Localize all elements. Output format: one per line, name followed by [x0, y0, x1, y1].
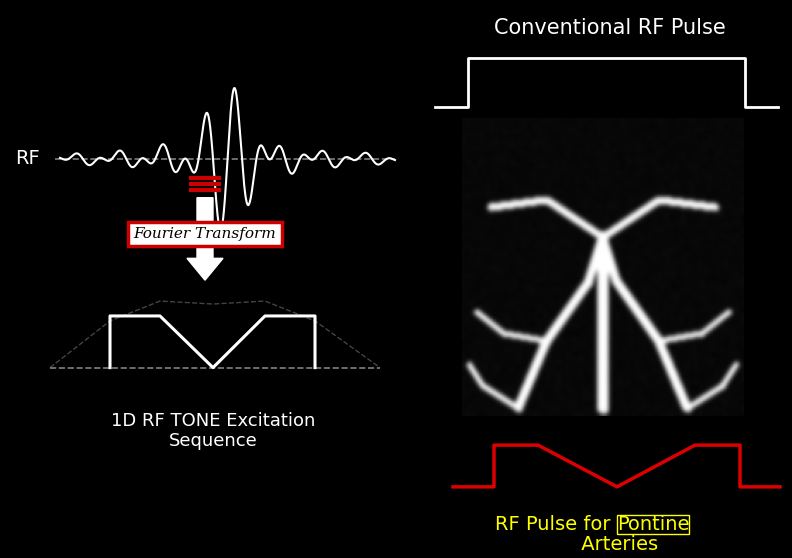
- FancyArrow shape: [187, 198, 223, 280]
- Text: Sequence: Sequence: [169, 432, 257, 450]
- Text: Fourier Transform: Fourier Transform: [134, 227, 276, 241]
- Text: RF: RF: [15, 150, 40, 169]
- Text: 1D RF TONE Excitation: 1D RF TONE Excitation: [111, 412, 315, 430]
- Text: RF Pulse for: RF Pulse for: [495, 514, 617, 533]
- Text: Conventional RF Pulse: Conventional RF Pulse: [494, 18, 726, 38]
- Text: Pontine: Pontine: [617, 514, 690, 533]
- Text: Arteries: Arteries: [576, 535, 659, 554]
